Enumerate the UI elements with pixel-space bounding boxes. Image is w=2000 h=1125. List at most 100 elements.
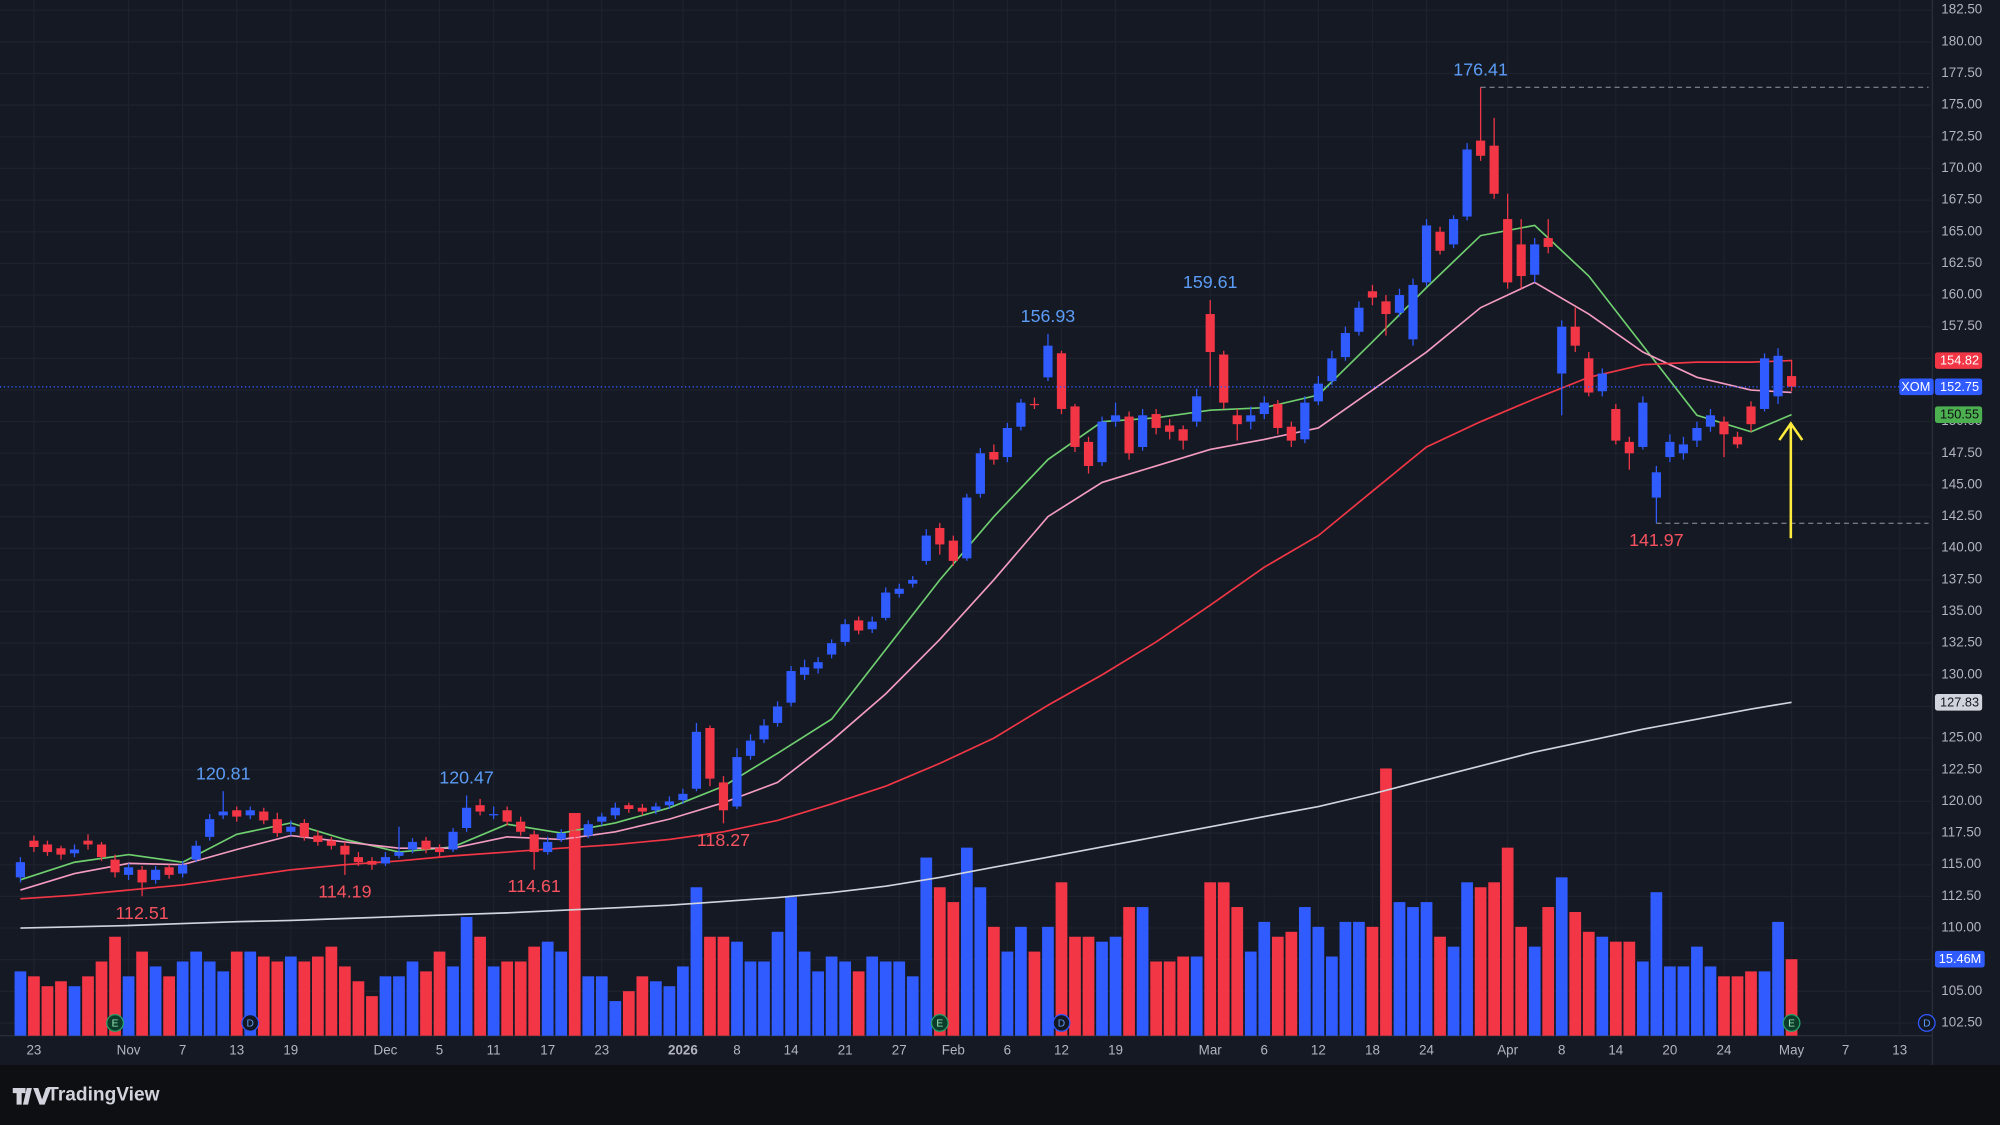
volume-bar [1582, 931, 1595, 1036]
x-tick-label: 14 [1608, 1043, 1623, 1058]
candle-body [1313, 383, 1323, 402]
candle-body [29, 840, 39, 847]
candle-body [313, 835, 323, 842]
volume-bar [1353, 921, 1365, 1036]
x-tick-label: 18 [1365, 1043, 1380, 1058]
candle-body [1530, 244, 1540, 275]
y-tick-label: 177.50 [1941, 65, 1982, 80]
candle-body [489, 814, 499, 816]
candle-body [1462, 149, 1472, 217]
y-tick-label: 130.00 [1941, 666, 1982, 681]
volume-bar [203, 961, 216, 1036]
x-tick-label: 14 [784, 1043, 799, 1058]
volume-bar [474, 936, 486, 1036]
volume-bar [771, 931, 784, 1036]
candle-body [948, 540, 958, 561]
volume-bar [1123, 907, 1135, 1036]
candle-body [1178, 429, 1188, 441]
candle-body [921, 535, 931, 561]
event-label: D [1058, 1018, 1065, 1029]
x-tick-label: 13 [229, 1043, 244, 1058]
volume-bar [541, 941, 554, 1036]
x-tick-label: 23 [594, 1043, 609, 1058]
candle-body [691, 731, 702, 789]
volume-bar [1474, 887, 1487, 1036]
symbol-badge: XOM [1899, 378, 1934, 396]
candle-body [218, 811, 228, 816]
x-tick-label: 7 [179, 1043, 186, 1058]
candle-body [1327, 358, 1337, 382]
volume-bar [528, 946, 541, 1036]
volume-bar [960, 847, 973, 1036]
x-tick-label: 17 [540, 1043, 555, 1058]
badge-text: 127.83 [1940, 694, 1979, 709]
candle-body [1557, 326, 1567, 374]
event-label: E [112, 1018, 119, 1029]
volume-bar [947, 902, 960, 1036]
volume-bar [1650, 892, 1663, 1036]
candle-body [1665, 441, 1675, 458]
candle-body [664, 801, 674, 806]
volume-bar [866, 956, 879, 1036]
candle-body [461, 807, 472, 829]
candle-body [299, 822, 309, 837]
volume-bar [1785, 959, 1798, 1036]
volume-bar [109, 936, 121, 1036]
volume-bar [704, 936, 716, 1036]
volume-bar [1528, 946, 1541, 1036]
volume-bar [1515, 926, 1528, 1036]
badge-bg [1934, 352, 1983, 369]
candle-body [272, 819, 282, 834]
volume-bar [460, 916, 473, 1036]
x-tick-label: 6 [1261, 1043, 1268, 1058]
event-circle [241, 1014, 260, 1032]
x-tick-label: 24 [1419, 1043, 1434, 1058]
candle-body [56, 848, 66, 855]
volume-bar [1731, 976, 1744, 1036]
volume-bar [1718, 976, 1730, 1036]
y-tick-label: 117.50 [1941, 825, 1981, 840]
volume-bar [1691, 946, 1703, 1036]
candle-body [610, 807, 620, 816]
volume-bar [1393, 902, 1406, 1036]
high-label: 120.81 [196, 763, 251, 783]
volume-bar [406, 961, 419, 1036]
x-tick-label: 8 [733, 1043, 740, 1058]
candle-body [529, 834, 539, 853]
candle-body [1043, 345, 1053, 378]
x-tick-label: 23 [26, 1043, 41, 1058]
x-tick-label: 27 [892, 1043, 907, 1058]
event-badge: E [106, 1014, 124, 1032]
candle-body [881, 592, 891, 618]
volume-bar [244, 951, 257, 1036]
y-tick-label: 172.50 [1941, 128, 1982, 143]
event-circle [1052, 1014, 1071, 1032]
volume-bar [28, 976, 40, 1036]
y-tick-label: 132.50 [1941, 635, 1982, 650]
x-tick-label: 12 [1311, 1043, 1326, 1058]
volume-bar [501, 961, 514, 1036]
footer [0, 1065, 2000, 1125]
candle-body [637, 807, 647, 812]
volume-bar [1042, 926, 1054, 1036]
volume-bar [176, 961, 189, 1036]
candle-body [1448, 219, 1459, 245]
candle-body [15, 862, 25, 878]
candle-body [1381, 301, 1391, 315]
volume-bar [812, 971, 824, 1036]
volume-bar [379, 976, 392, 1036]
candle-body [867, 621, 877, 630]
candle-body [772, 706, 783, 723]
volume-bar [1623, 941, 1636, 1036]
volume-bar [690, 887, 703, 1036]
event-label: D [247, 1018, 254, 1029]
volume-bar [122, 976, 135, 1036]
x-tick-label: Dec [374, 1043, 398, 1058]
volume-bar [920, 857, 933, 1036]
y-tick-label: 162.50 [1941, 255, 1982, 270]
candle-body [1692, 427, 1702, 441]
candle-body [1192, 396, 1202, 422]
badge-text: 152.75 [1940, 379, 1979, 394]
volume-bar [1312, 926, 1325, 1036]
x-tick-label: 13 [1892, 1043, 1907, 1058]
